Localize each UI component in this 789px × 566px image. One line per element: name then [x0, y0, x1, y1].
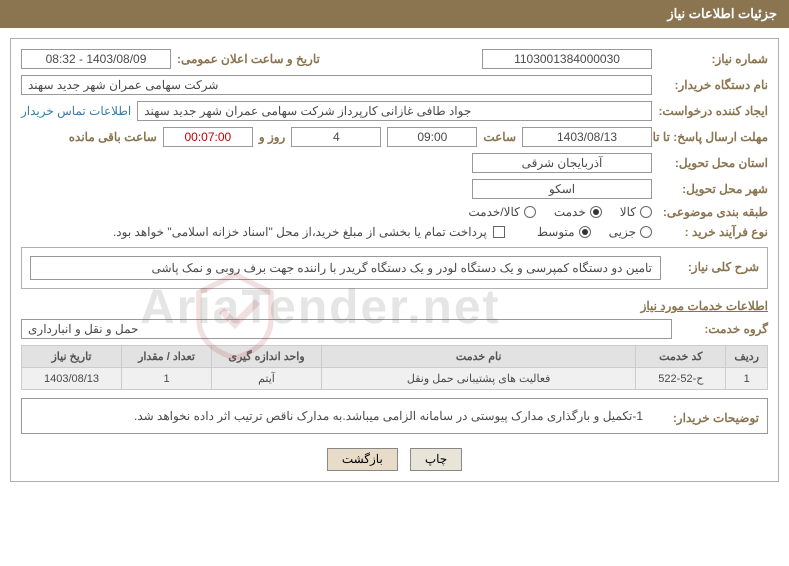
th-date: تاریخ نیاز	[22, 346, 122, 368]
services-section-title: اطلاعات خدمات مورد نیاز	[21, 299, 768, 313]
service-group-value: حمل و نقل و انبارداری	[21, 319, 672, 339]
button-row: چاپ بازگشت	[21, 448, 768, 471]
td-qty: 1	[122, 368, 212, 390]
radio-both[interactable]	[524, 206, 536, 218]
th-qty: تعداد / مقدار	[122, 346, 212, 368]
city-label: شهر محل تحویل:	[658, 182, 768, 196]
days-label: روز و	[259, 130, 286, 144]
radio-medium-label: متوسط	[537, 225, 575, 239]
th-name: نام خدمت	[322, 346, 636, 368]
city-value: اسکو	[472, 179, 652, 199]
requester-label: ایجاد کننده درخواست:	[658, 104, 768, 118]
deadline-label: مهلت ارسال پاسخ: تا تاریخ:	[658, 130, 768, 144]
deadline-date: 1403/08/13	[522, 127, 652, 147]
purchase-type-radios: جزیی متوسط	[537, 225, 652, 239]
td-name: فعالیت های پشتیبانی حمل ونقل	[322, 368, 636, 390]
service-group-label: گروه خدمت:	[678, 322, 768, 336]
th-unit: واحد اندازه گیری	[212, 346, 322, 368]
back-button[interactable]: بازگشت	[327, 448, 398, 471]
buyer-notes-text: 1-تکمیل و بارگذاری مدارک پیوستی در سامان…	[30, 407, 649, 425]
print-button[interactable]: چاپ	[410, 448, 462, 471]
need-summary-frame: شرح کلی نیاز: تامین دو دستگاه کمپرسی و ی…	[21, 247, 768, 289]
need-summary-label: شرح کلی نیاز:	[669, 256, 759, 280]
th-code: کد خدمت	[636, 346, 726, 368]
need-number-value: 1103001384000030	[482, 49, 652, 69]
province-label: استان محل تحویل:	[658, 156, 768, 170]
td-unit: آیتم	[212, 368, 322, 390]
classification-radios: کالا خدمت کالا/خدمت	[468, 205, 652, 219]
purchase-type-label: نوع فرآیند خرید :	[658, 225, 768, 239]
need-number-label: شماره نیاز:	[658, 52, 768, 66]
treasury-note: پرداخت تمام یا بخشی از مبلغ خرید،از محل …	[113, 225, 487, 239]
table-header-row: ردیف کد خدمت نام خدمت واحد اندازه گیری ت…	[22, 346, 768, 368]
radio-minor[interactable]	[640, 226, 652, 238]
page-header: جزئیات اطلاعات نیاز	[0, 0, 789, 28]
td-code: ح-52-522	[636, 368, 726, 390]
remaining-days: 4	[291, 127, 381, 147]
announce-datetime-label: تاریخ و ساعت اعلان عمومی:	[177, 52, 320, 66]
remaining-hours: 00:07:00	[163, 127, 253, 147]
buyer-contact-link[interactable]: اطلاعات تماس خریدار	[21, 104, 131, 118]
deadline-time: 09:00	[387, 127, 477, 147]
hours-label: ساعت باقی مانده	[69, 130, 157, 144]
classification-label: طبقه بندی موضوعی:	[658, 205, 768, 219]
radio-service-label: خدمت	[554, 205, 586, 219]
radio-service[interactable]	[590, 206, 602, 218]
th-row: ردیف	[726, 346, 768, 368]
main-frame: شماره نیاز: 1103001384000030 تاریخ و ساع…	[10, 38, 779, 482]
header-title: جزئیات اطلاعات نیاز	[667, 6, 777, 21]
radio-medium[interactable]	[579, 226, 591, 238]
buyer-org-label: نام دستگاه خریدار:	[658, 78, 768, 92]
buyer-notes-label: توضیحات خریدار:	[659, 407, 759, 425]
td-row: 1	[726, 368, 768, 390]
buyer-notes-frame: توضیحات خریدار: 1-تکمیل و بارگذاری مدارک…	[21, 398, 768, 434]
radio-both-label: کالا/خدمت	[468, 205, 519, 219]
services-table: ردیف کد خدمت نام خدمت واحد اندازه گیری ت…	[21, 345, 768, 390]
radio-goods-label: کالا	[620, 205, 636, 219]
td-date: 1403/08/13	[22, 368, 122, 390]
treasury-checkbox[interactable]	[493, 226, 505, 238]
need-summary-text: تامین دو دستگاه کمپرسی و یک دستگاه لودر …	[30, 256, 661, 280]
time-label: ساعت	[483, 130, 516, 144]
province-value: آذربایجان شرقی	[472, 153, 652, 173]
requester-value: جواد طافی غازانی کارپرداز شرکت سهامی عمر…	[137, 101, 652, 121]
table-row: 1 ح-52-522 فعالیت های پشتیبانی حمل ونقل …	[22, 368, 768, 390]
buyer-org-value: شرکت سهامی عمران شهر جدید سهند	[21, 75, 652, 95]
announce-datetime-value: 1403/08/09 - 08:32	[21, 49, 171, 69]
radio-goods[interactable]	[640, 206, 652, 218]
radio-minor-label: جزیی	[609, 225, 636, 239]
